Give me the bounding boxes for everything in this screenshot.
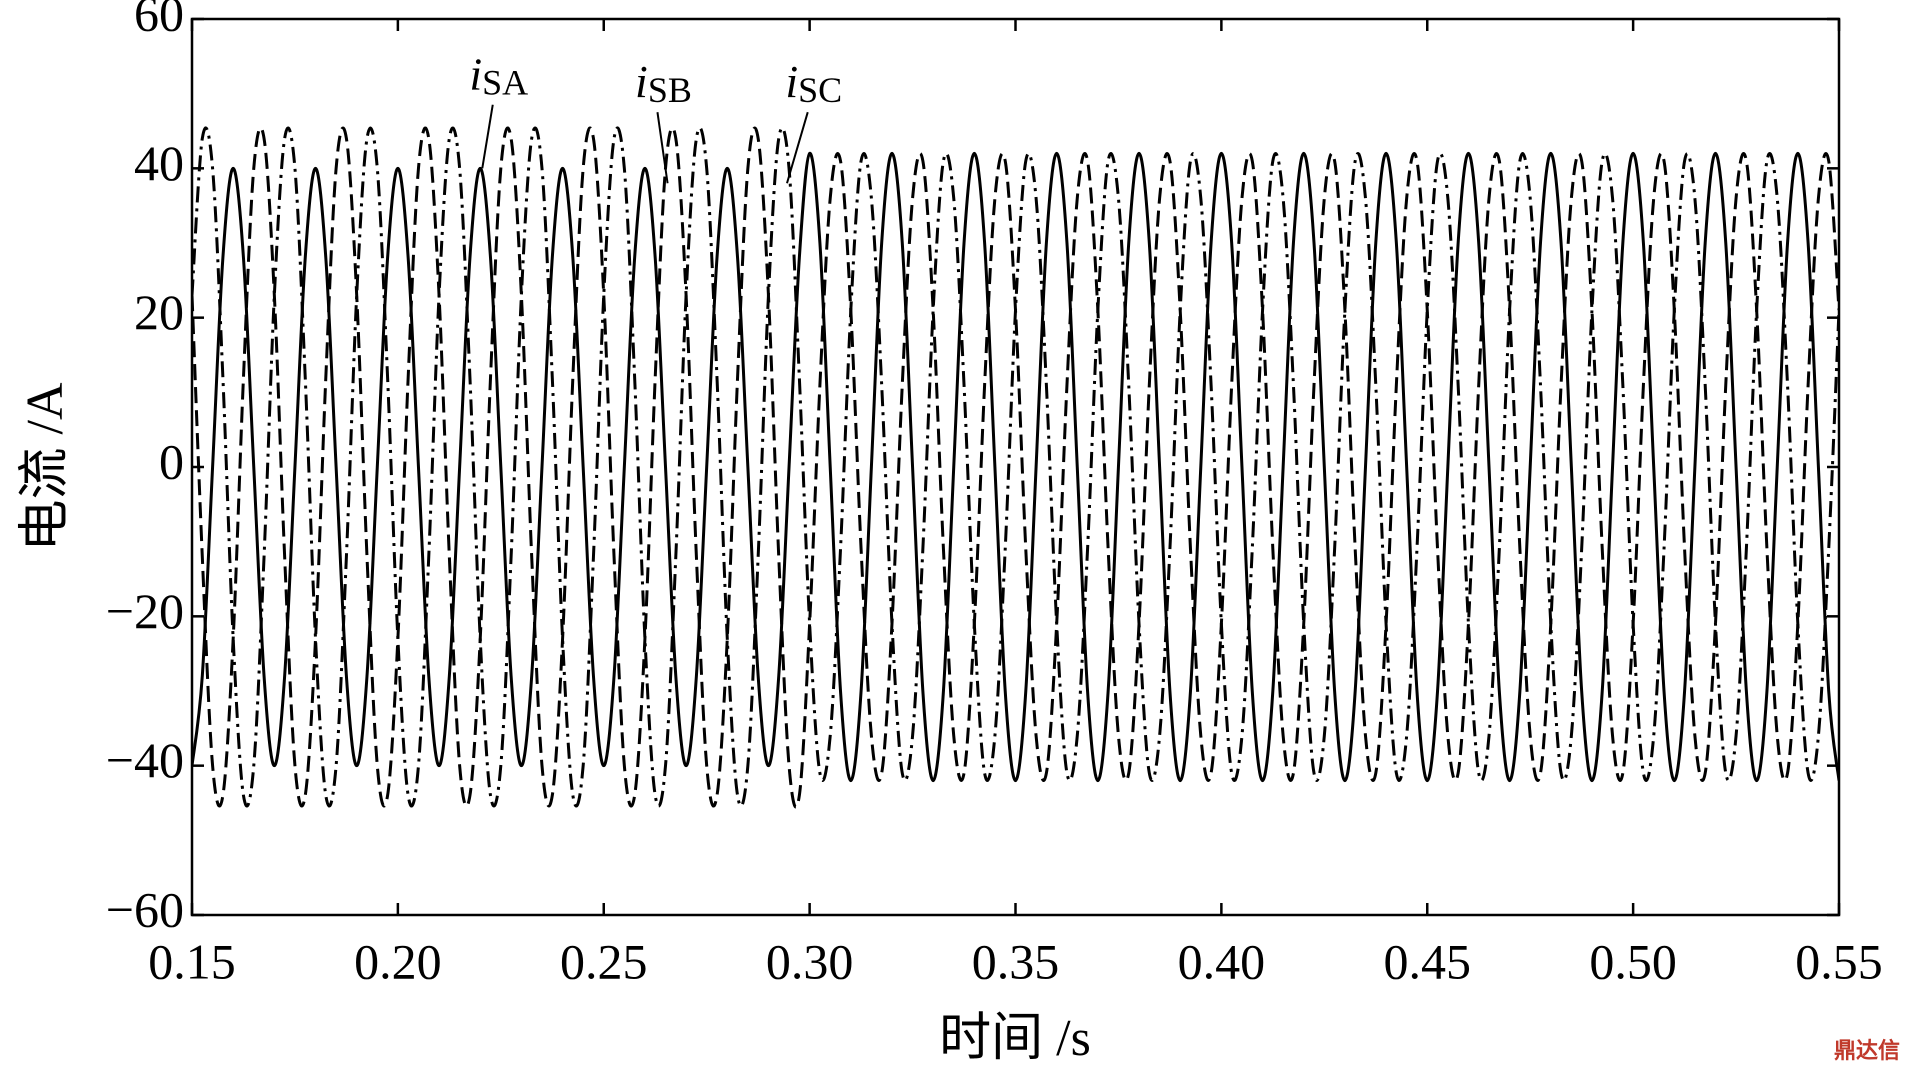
y-tick-label: 40 [134, 135, 184, 191]
x-tick-label: 0.45 [1384, 933, 1472, 989]
series-label: iSA [469, 48, 528, 103]
x-tick-label: 0.30 [766, 933, 854, 989]
leader-line [656, 112, 669, 184]
series-label: iSC [785, 56, 842, 111]
x-tick-label: 0.55 [1795, 933, 1883, 989]
x-tick-label: 0.15 [148, 933, 236, 989]
leader-line [786, 111, 809, 184]
x-axis-title: 时间 /s [939, 1010, 1091, 1067]
watermark: 鼎达信 [1834, 1038, 1900, 1064]
y-axis-title: 电流 /A [17, 382, 74, 551]
x-tick-label: 0.25 [560, 933, 648, 989]
x-tick-label: 0.50 [1589, 933, 1677, 989]
y-tick-label: −20 [106, 583, 184, 639]
y-tick-label: −40 [106, 732, 184, 788]
series-line [192, 126, 1839, 808]
leader-line [481, 104, 494, 169]
x-tick-label: 0.20 [354, 933, 442, 989]
series-line [192, 151, 1839, 783]
y-tick-label: 20 [134, 284, 184, 340]
x-tick-label: 0.35 [972, 933, 1060, 989]
y-tick-label: 0 [159, 433, 184, 489]
series-label: iSB [635, 56, 692, 111]
y-tick-label: 60 [134, 0, 184, 41]
x-tick-label: 0.40 [1178, 933, 1266, 989]
series-line [192, 126, 1839, 809]
y-tick-label: −60 [106, 881, 184, 937]
